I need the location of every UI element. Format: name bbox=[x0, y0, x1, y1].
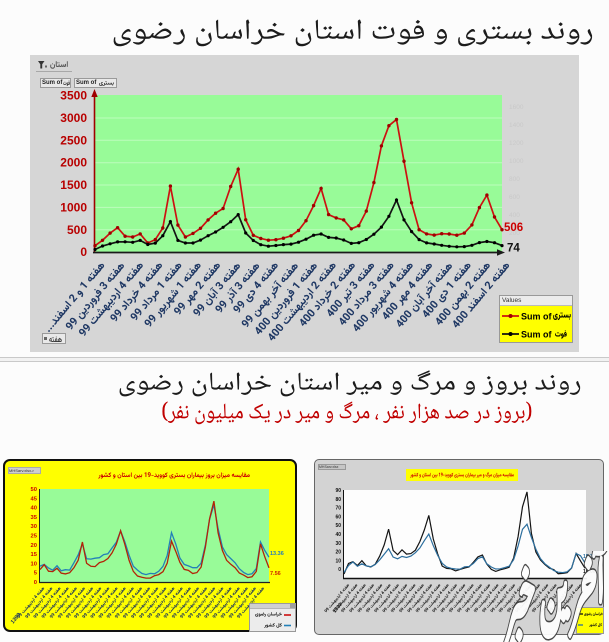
svg-text:1000: 1000 bbox=[509, 158, 524, 165]
svg-text:7.56: 7.56 bbox=[270, 571, 281, 577]
svg-text:506: 506 bbox=[504, 222, 523, 234]
svg-text:Sum of: Sum of bbox=[521, 330, 553, 340]
svg-text:35: 35 bbox=[31, 515, 38, 521]
svg-text:1399: 1399 bbox=[332, 602, 344, 615]
svg-text:600: 600 bbox=[509, 194, 520, 201]
svg-text:50: 50 bbox=[335, 523, 341, 529]
svg-text:90: 90 bbox=[335, 488, 341, 494]
svg-text:45: 45 bbox=[31, 496, 38, 502]
svg-text:2500: 2500 bbox=[60, 133, 87, 147]
svg-text:400: 400 bbox=[509, 212, 520, 219]
svg-text:Sum of: Sum of bbox=[521, 312, 553, 322]
svg-text:15: 15 bbox=[31, 552, 38, 558]
svg-text:5: 5 bbox=[34, 571, 38, 577]
svg-text:0: 0 bbox=[80, 245, 87, 259]
svg-text:50: 50 bbox=[31, 487, 37, 493]
svg-text:0: 0 bbox=[338, 567, 341, 573]
svg-text:800: 800 bbox=[509, 176, 520, 183]
svg-text:10: 10 bbox=[335, 558, 341, 564]
svg-text:20: 20 bbox=[335, 550, 341, 556]
svg-text:500: 500 bbox=[67, 223, 87, 237]
svg-text:1200: 1200 bbox=[509, 140, 524, 147]
svg-text:80: 80 bbox=[335, 497, 341, 503]
svg-text:25: 25 bbox=[31, 534, 38, 540]
svg-text:60: 60 bbox=[335, 514, 341, 520]
svg-text:74: 74 bbox=[507, 243, 520, 255]
svg-text:0: 0 bbox=[34, 580, 37, 586]
svg-text:30: 30 bbox=[335, 541, 341, 547]
svg-text:1600: 1600 bbox=[509, 104, 524, 111]
svg-text:1000: 1000 bbox=[60, 200, 87, 214]
svg-text:1500: 1500 bbox=[60, 178, 87, 192]
svg-text:20: 20 bbox=[31, 543, 37, 549]
svg-text:13.36: 13.36 bbox=[270, 551, 284, 557]
svg-text:3500: 3500 bbox=[60, 89, 87, 103]
svg-text:70: 70 bbox=[335, 506, 341, 512]
svg-text:40: 40 bbox=[335, 532, 341, 538]
svg-text:3000: 3000 bbox=[60, 111, 87, 125]
svg-text:30: 30 bbox=[31, 524, 37, 530]
svg-text:200: 200 bbox=[509, 230, 520, 237]
svg-text:2000: 2000 bbox=[60, 156, 87, 170]
svg-text:40: 40 bbox=[31, 506, 37, 512]
svg-text:1400: 1400 bbox=[509, 122, 524, 129]
svg-text:10: 10 bbox=[31, 561, 37, 567]
